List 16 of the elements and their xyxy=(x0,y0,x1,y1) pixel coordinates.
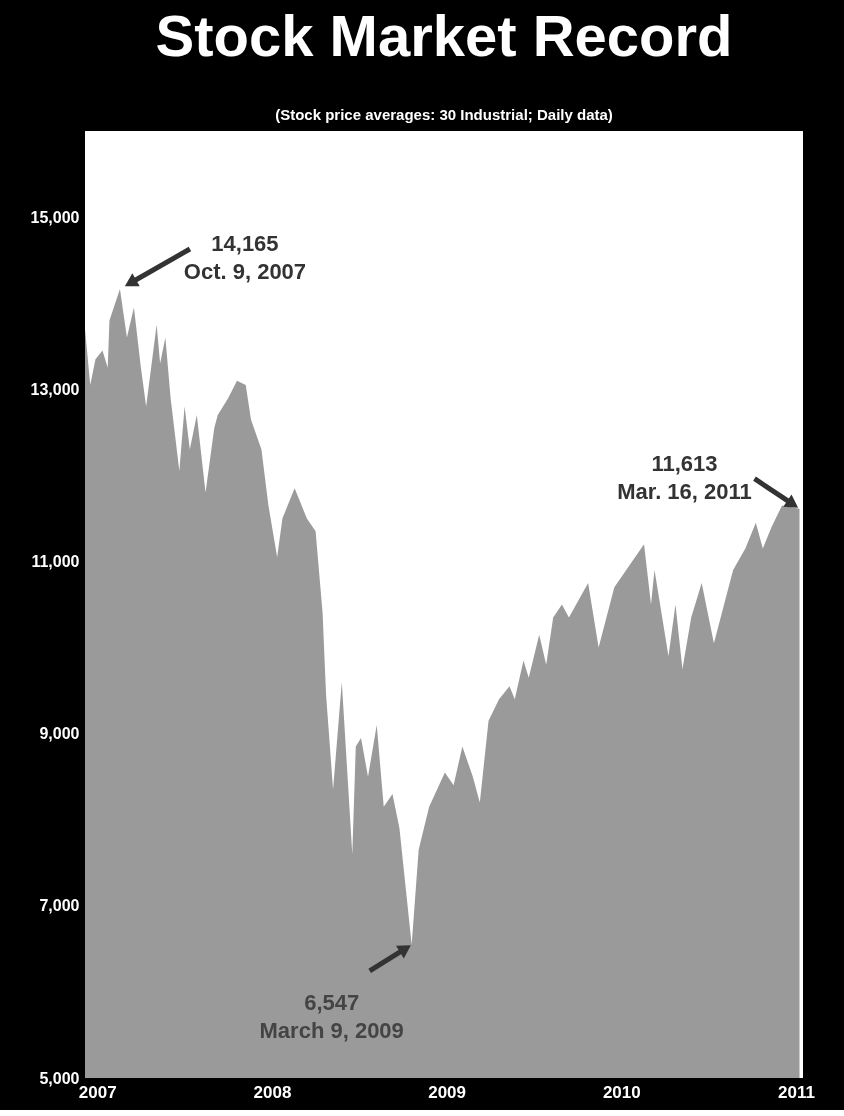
chart-subtitle: (Stock price averages: 30 Industrial; Daily data) xyxy=(275,106,613,123)
annotation: 14,165 Oct. 9, 2007 xyxy=(183,230,307,284)
x-tick-label: 2009 xyxy=(428,1082,467,1102)
y-tick-label: 13,000 xyxy=(30,380,80,398)
y-tick-label: 5,000 xyxy=(39,1069,80,1087)
y-tick-label: 9,000 xyxy=(39,725,80,743)
x-tick-label: 2008 xyxy=(253,1082,292,1102)
x-tick-label: 2011 xyxy=(778,1082,815,1102)
y-tick-label: 7,000 xyxy=(39,897,80,915)
annotation: 11,613 Mar. 16, 2011 xyxy=(617,450,752,504)
y-tick-label: 11,000 xyxy=(31,552,80,570)
annotation: 6,547 March 9, 2009 xyxy=(259,989,404,1043)
x-tick-label: 2007 xyxy=(78,1082,117,1102)
chart-title: Stock Market Record xyxy=(155,3,733,68)
y-tick-label: 15,000 xyxy=(30,208,80,226)
x-tick-label: 2010 xyxy=(602,1082,641,1102)
